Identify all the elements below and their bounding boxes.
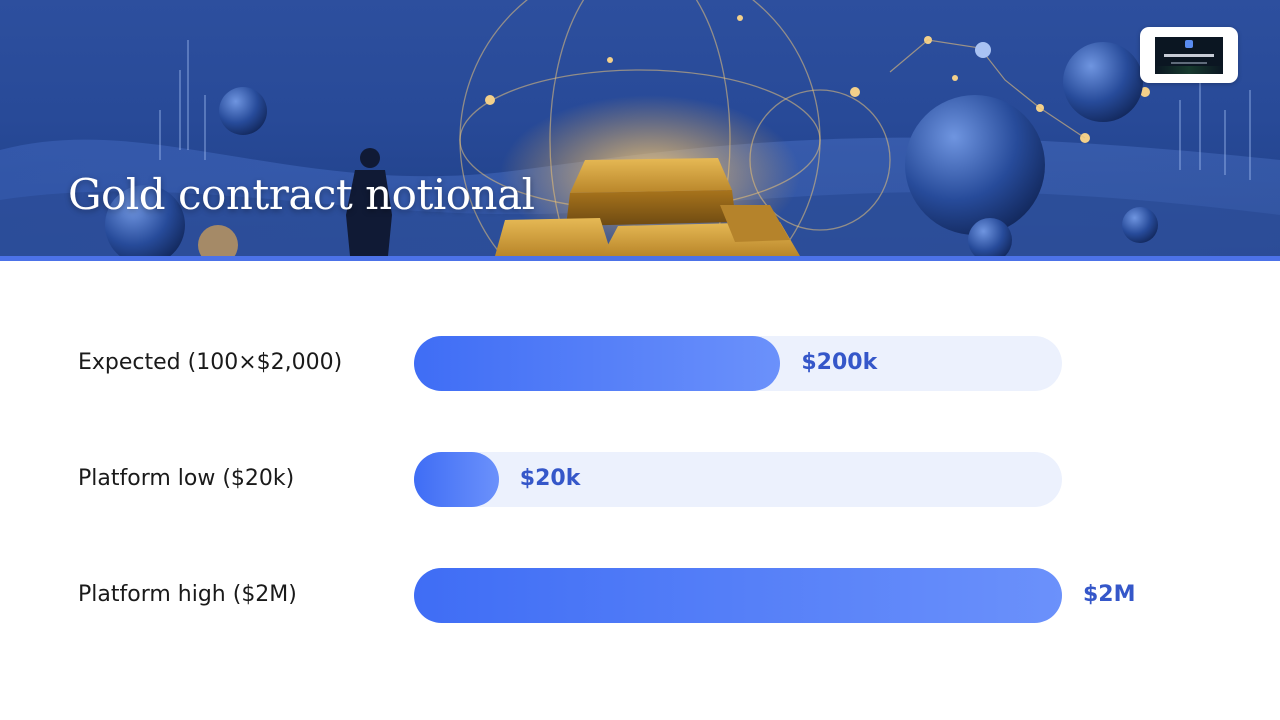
bar-platform-high-2m (414, 567, 1062, 623)
category-label-platform-low-20k: Platform low ($20k) (78, 466, 295, 491)
category-label-platform-high-2m: Platform high ($2M) (78, 582, 297, 607)
value-label-platform-high-2m: $2M (1083, 582, 1136, 607)
header-banner: Gold contract notional (0, 0, 1280, 256)
value-label-expected-100-2-000: $200k (801, 350, 878, 375)
bar-expected-100-2-000 (414, 335, 781, 391)
bar-track-platform-low-20k (414, 451, 1062, 507)
bar-platform-low-20k (414, 451, 499, 507)
logo-image (1155, 37, 1223, 74)
logo-mark-icon (1185, 40, 1193, 48)
gold-bars-banner-image (0, 0, 1280, 256)
slide-title: Gold contract notional (68, 170, 535, 219)
notional-bar-chart: Expected (100×$2,000) $200k Platform low (… (0, 261, 1280, 720)
header-divider (0, 256, 1280, 261)
category-label-expected-100-2-000: Expected (100×$2,000) (78, 350, 343, 375)
value-label-platform-low-20k: $20k (519, 466, 581, 491)
company-logo (1140, 27, 1238, 83)
